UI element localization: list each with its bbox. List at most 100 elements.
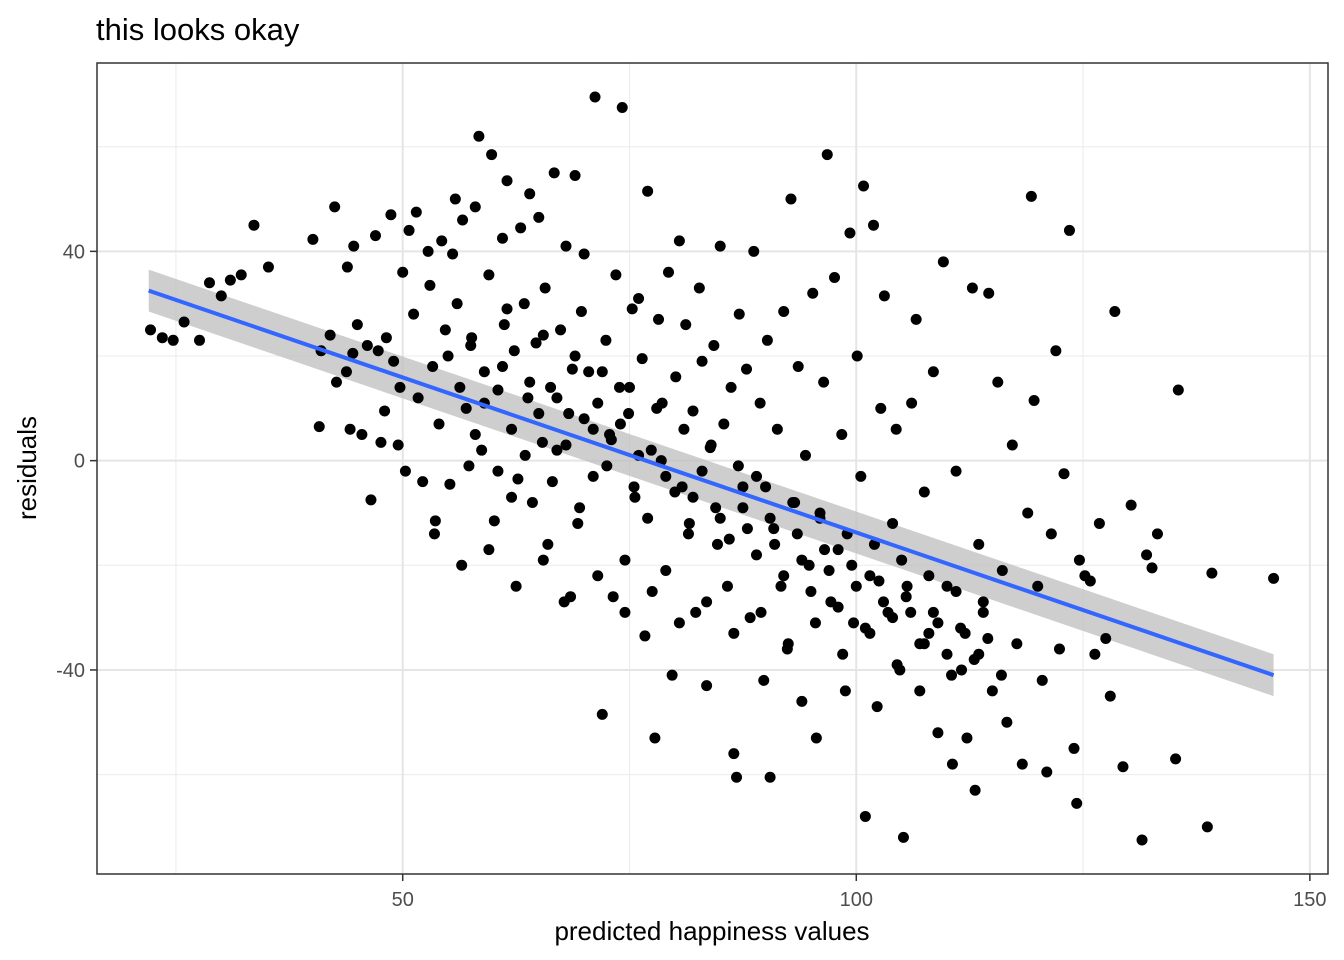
data-point: [1071, 797, 1083, 809]
data-point: [348, 240, 360, 252]
data-point: [1100, 633, 1112, 645]
data-point: [871, 701, 883, 713]
x-axis-ticks: 50 100 150: [392, 874, 1327, 911]
data-point: [578, 413, 590, 425]
data-point: [642, 512, 654, 524]
data-point: [750, 470, 762, 482]
data-point: [961, 732, 973, 744]
x-tick-label: 150: [1293, 889, 1326, 911]
data-point: [758, 674, 770, 686]
data-point: [330, 376, 342, 388]
data-point: [439, 324, 451, 336]
data-point: [587, 470, 599, 482]
panel-border: [96, 62, 1329, 875]
data-point: [859, 810, 871, 822]
data-point: [451, 298, 463, 310]
data-point: [1201, 821, 1213, 833]
data-point: [810, 732, 822, 744]
data-point: [1053, 643, 1065, 655]
data-point: [522, 392, 534, 404]
data-point: [923, 627, 935, 639]
data-point: [1041, 766, 1053, 778]
data-point: [496, 232, 508, 244]
data-point: [1104, 690, 1116, 702]
data-point: [1016, 758, 1028, 770]
data-point: [728, 748, 740, 760]
data-point: [636, 353, 648, 365]
data-point: [805, 585, 817, 597]
data-point: [946, 758, 958, 770]
data-point: [399, 465, 411, 477]
data-point: [995, 669, 1007, 681]
data-point: [454, 381, 466, 393]
data-point: [519, 449, 531, 461]
data-point: [836, 428, 848, 440]
data-point: [512, 473, 524, 485]
data-point: [614, 381, 626, 393]
data-point: [496, 360, 508, 372]
data-point: [927, 366, 939, 378]
data-point: [910, 313, 922, 325]
data-point: [524, 376, 536, 388]
data-point: [1151, 528, 1163, 540]
data-point: [578, 248, 590, 260]
data-point: [1146, 562, 1158, 574]
data-point: [1028, 394, 1040, 406]
data-point: [1084, 575, 1096, 587]
data-point: [701, 680, 713, 692]
data-point: [506, 423, 518, 435]
data-point: [782, 638, 794, 650]
data-point: [754, 397, 766, 409]
data-point: [660, 565, 672, 577]
data-point: [1125, 499, 1137, 511]
data-point: [791, 528, 803, 540]
data-point: [832, 601, 844, 613]
data-point: [560, 240, 572, 252]
data-point: [392, 439, 404, 451]
data-point: [850, 580, 862, 592]
data-point: [982, 633, 994, 645]
data-point: [380, 332, 392, 344]
data-point: [476, 444, 488, 456]
data-point: [950, 585, 962, 597]
data-point: [714, 240, 726, 252]
data-point: [887, 612, 899, 624]
data-point: [1136, 834, 1148, 846]
data-point: [705, 439, 717, 451]
data-point: [410, 206, 422, 218]
data-point: [537, 554, 549, 566]
data-point: [711, 538, 723, 550]
data-point: [937, 256, 949, 268]
data-point: [510, 580, 522, 592]
data-point: [408, 308, 420, 320]
data-point: [696, 355, 708, 367]
data-point: [412, 392, 424, 404]
data-point: [447, 248, 459, 260]
data-point: [483, 269, 495, 281]
data-point: [787, 497, 799, 509]
data-point: [329, 201, 341, 213]
data-point: [501, 175, 513, 187]
data-point: [744, 612, 756, 624]
data-point: [737, 502, 749, 514]
data-point: [973, 648, 985, 660]
data-point: [605, 434, 617, 446]
data-point: [809, 617, 821, 629]
data-point: [555, 324, 567, 336]
data-point: [156, 332, 168, 344]
data-point: [986, 685, 998, 697]
data-point: [619, 554, 631, 566]
data-point: [829, 272, 841, 284]
data-point: [506, 491, 518, 503]
data-point: [764, 512, 776, 524]
data-point: [433, 418, 445, 430]
data-point: [927, 606, 939, 618]
data-point: [596, 708, 608, 720]
data-point: [977, 606, 989, 618]
data-point: [690, 606, 702, 618]
data-point: [941, 580, 953, 592]
data-point: [215, 290, 227, 302]
data-point: [341, 261, 353, 273]
data-point: [235, 269, 247, 281]
data-point: [1063, 224, 1075, 236]
